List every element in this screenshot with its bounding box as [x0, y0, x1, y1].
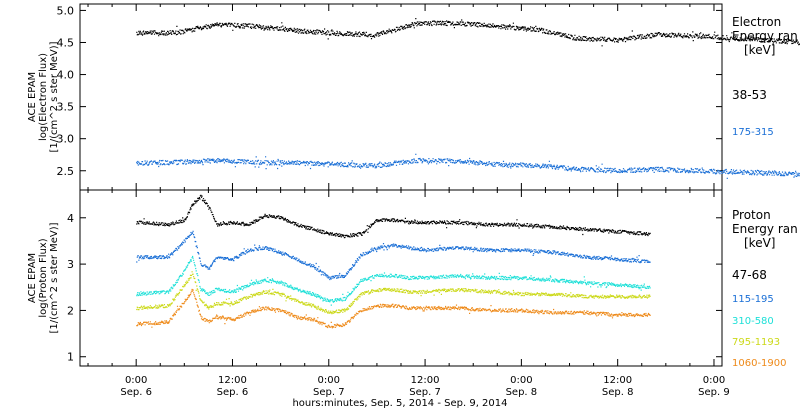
proton-y-label-line-1: ACE EPAM: [27, 253, 38, 303]
electron-y-axis-label: ACE EPAM log(Electron Flux) [1/(cm^2 s s…: [27, 41, 60, 152]
proton-y-tick-label: 2: [67, 304, 74, 317]
electron-legend-title-line-1: Electron: [732, 15, 781, 29]
proton-legend-115-195: 115-195: [732, 294, 774, 305]
electron-legend-title-line-3: [keV]: [744, 43, 775, 57]
electron-y-tick-label: 3.5: [57, 101, 75, 114]
proton-flux-panel: ACE EPAM log(Proton Flux) [1/(cm^2 s ste…: [27, 189, 798, 369]
electron-y-tick-label: 5.0: [57, 4, 75, 17]
proton-series-47-68: [136, 194, 651, 239]
proton-legend-795-1193: 795-1193: [732, 337, 780, 348]
proton-legend-47-68: 47-68: [732, 268, 767, 282]
electron-y-tick-label: 3.0: [57, 133, 75, 146]
x-tick-date-label: Sep. 6: [120, 387, 152, 398]
electron-y-label-line-3: [1/(cm^2 s ster MeV)]: [49, 41, 60, 152]
electron-y-label-line-2: log(Electron Flux): [38, 53, 49, 141]
proton-legend: Proton Energy ran [keV] 47-68 115-195 31…: [732, 208, 798, 369]
proton-legend-1060-1900: 1060-1900: [732, 358, 787, 369]
x-tick-time-label: 0:00: [703, 375, 725, 386]
x-tick-time-label: 0:00: [510, 375, 532, 386]
x-tick-date-label: Sep. 7: [313, 387, 345, 398]
proton-series-310-580: [136, 255, 651, 306]
proton-legend-title-line-2: Energy ran: [732, 222, 798, 236]
proton-y-label-line-2: log(Proton Flux): [38, 238, 49, 317]
x-tick-time-label: 0:00: [318, 375, 340, 386]
proton-y-tick-label: 4: [67, 212, 74, 225]
electron-y-label-line-1: ACE EPAM: [27, 72, 38, 122]
x-tick-date-label: Sep. 7: [409, 387, 441, 398]
proton-y-tick-label: 1: [67, 351, 74, 364]
proton-y-axis-label: ACE EPAM log(Proton Flux) [1/(cm^2 s ste…: [27, 222, 60, 333]
electron-y-tick-label: 2.5: [57, 165, 75, 178]
proton-series-115-195: [136, 230, 651, 281]
x-axis-title: hours:minutes, Sep. 5, 2014 - Sep. 9, 20…: [292, 398, 507, 409]
proton-series-795-1193: [136, 271, 651, 315]
proton-y-tick-label: 3: [67, 258, 74, 271]
x-tick-date-label: Sep. 9: [698, 387, 730, 398]
proton-series-1060-1900: [136, 288, 651, 329]
electron-flux-panel: ACE EPAM log(Electron Flux) [1/(cm^2 s s…: [27, 3, 800, 191]
x-tick-time-label: 0:00: [125, 375, 147, 386]
x-tick-date-label: Sep. 8: [602, 387, 634, 398]
proton-legend-title-line-1: Proton: [732, 208, 771, 222]
electron-y-tick-label: 4.5: [57, 36, 75, 49]
x-tick-time-label: 12:00: [218, 375, 247, 386]
x-tick-date-label: Sep. 6: [217, 387, 249, 398]
electron-series-175-315: [136, 153, 800, 179]
proton-y-label-line-3: [1/(cm^2 s ster MeV)]: [49, 222, 60, 333]
x-tick-time-label: 12:00: [603, 375, 632, 386]
proton-legend-310-580: 310-580: [732, 316, 774, 327]
electron-series-38-53: [136, 18, 800, 47]
x-tick-date-label: Sep. 8: [506, 387, 538, 398]
x-tick-time-label: 12:00: [411, 375, 440, 386]
electron-legend-175-315: 175-315: [732, 127, 774, 138]
electron-legend-38-53: 38-53: [732, 88, 767, 102]
electron-y-tick-label: 4.0: [57, 69, 75, 82]
proton-legend-title-line-3: [keV]: [744, 236, 775, 250]
